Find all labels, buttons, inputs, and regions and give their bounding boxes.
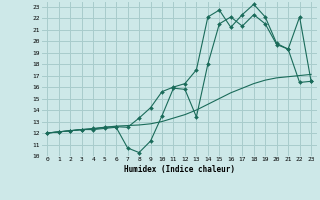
X-axis label: Humidex (Indice chaleur): Humidex (Indice chaleur) xyxy=(124,165,235,174)
